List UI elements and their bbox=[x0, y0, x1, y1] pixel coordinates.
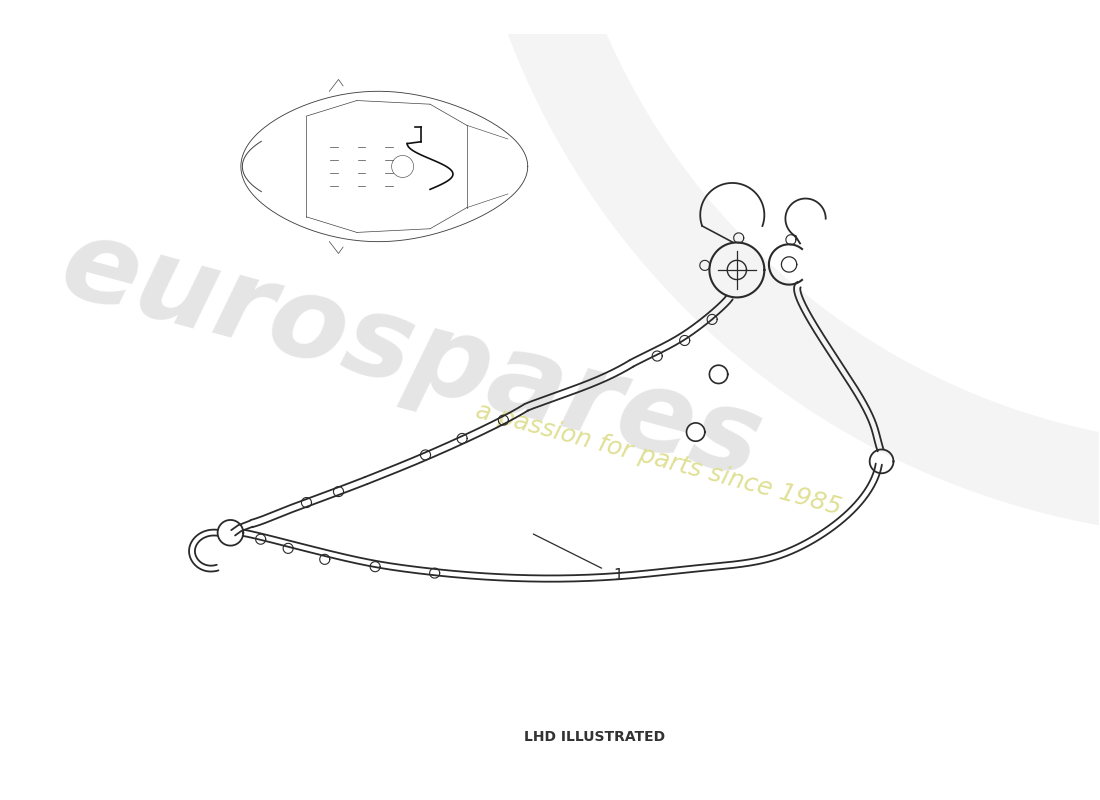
Text: LHD ILLUSTRATED: LHD ILLUSTRATED bbox=[525, 730, 666, 744]
Text: a passion for parts since 1985: a passion for parts since 1985 bbox=[473, 399, 845, 520]
Polygon shape bbox=[458, 0, 1100, 538]
Text: eurospares: eurospares bbox=[50, 207, 774, 501]
Text: 1: 1 bbox=[613, 568, 623, 583]
